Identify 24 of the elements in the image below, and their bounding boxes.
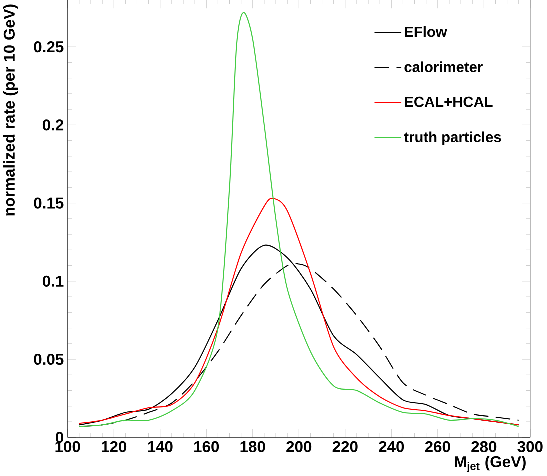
x-tick-label: 120	[102, 441, 127, 452]
legend-label: ECAL+HCAL	[405, 96, 493, 108]
x-tick-label: 180	[240, 441, 266, 452]
line-series	[78, 198, 520, 426]
legend-label: EFlow	[405, 26, 448, 38]
legend-label: truth particles	[404, 132, 502, 146]
legend-label: calorimeter	[404, 62, 483, 72]
y-tick-label: 0.15	[34, 198, 64, 209]
y-tick-label: 0.2	[42, 120, 64, 131]
x-tick-label: 280	[472, 441, 497, 452]
x-axis-title: M$_{jet}$ (GeV)	[455, 456, 526, 472]
x-tick-label: 260	[425, 441, 450, 452]
line-series	[78, 12, 520, 428]
x-tick-label: 220	[332, 441, 358, 452]
x-tick-label: 100	[56, 441, 80, 452]
x-tick-label: 160	[194, 441, 220, 452]
y-tick-label: 0.05	[34, 354, 64, 366]
x-tick-label: 200	[286, 441, 312, 452]
x-tick-label: 140	[148, 441, 173, 452]
y-tick-label: 0.25	[34, 42, 64, 53]
x-tick-label: 240	[379, 441, 404, 452]
y-tick-label: 0.1	[42, 276, 64, 288]
y-axis-title: normalized rate (per 10 GeV)	[3, 4, 18, 216]
x-tick-label: 300	[518, 441, 543, 453]
